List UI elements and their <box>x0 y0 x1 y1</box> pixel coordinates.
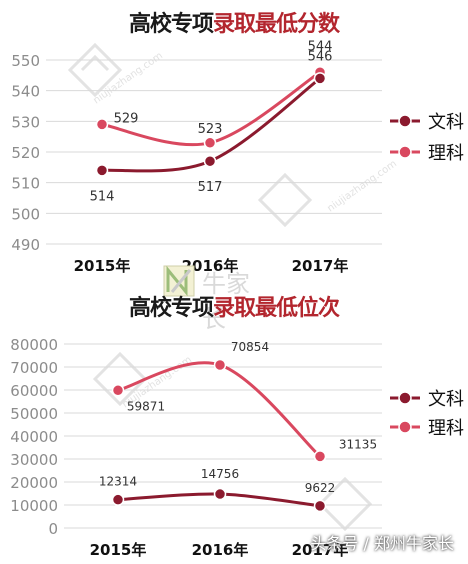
y-tick-label: 60000 <box>10 382 58 400</box>
data-point <box>203 154 217 168</box>
data-point <box>95 118 109 131</box>
x-tick-label: 2015年 <box>90 541 147 559</box>
x-tick-label: 2017年 <box>292 541 349 559</box>
x-axis: 2015年 2016年 2017年 <box>74 257 349 275</box>
data-point <box>111 493 125 506</box>
data-point <box>313 450 327 463</box>
data-point <box>313 72 327 85</box>
data-point <box>203 136 217 150</box>
data-point <box>111 384 125 397</box>
y-tick-label: 50000 <box>10 405 58 423</box>
y-tick-label: 30000 <box>10 451 58 469</box>
legend-marker <box>398 391 412 405</box>
x-tick-label: 2017年 <box>292 257 349 275</box>
y-axis: 80000 70000 60000 50000 40000 30000 20000 10000… <box>10 336 58 538</box>
y-axis: 550 540 530 520 510 500 490 <box>11 52 40 254</box>
watermark: niujiazhang.com niujiazhang.com <box>67 42 399 228</box>
y-tick-label: 500 <box>11 205 40 223</box>
series: 529 523 546 514 517 544 <box>90 39 333 204</box>
legend-label: 文科 <box>428 389 464 410</box>
data-label: 59871 <box>127 399 165 413</box>
legend-marker <box>398 114 412 128</box>
footer-credit: 头条号 / 郑州牛家长 <box>310 534 454 553</box>
y-tick-label: 70000 <box>10 359 58 377</box>
y-tick-label: 80000 <box>10 336 58 354</box>
data-label: 514 <box>90 189 115 204</box>
data-point <box>95 164 109 177</box>
data-point <box>313 499 327 513</box>
score-chart-svg: niujiazhang.com niujiazhang.com 550 540 53… <box>11 39 464 275</box>
score-title-prefix: 高校专项 <box>128 12 214 37</box>
logo: 牛家长 <box>162 262 272 333</box>
watermark-url: niujiazhang.com <box>91 50 165 106</box>
y-tick-label: 530 <box>11 113 40 131</box>
legend-marker <box>398 145 412 159</box>
y-tick-label: 520 <box>11 144 40 162</box>
y-tick-label: 40000 <box>10 428 58 446</box>
y-tick-label: 10000 <box>10 497 58 515</box>
y-tick-label: 20000 <box>10 474 58 492</box>
x-tick-label: 2015年 <box>74 257 131 275</box>
series: 59871 70854 31135 12314 14756 9622 <box>99 340 377 513</box>
rank-chart: 高校专项录取最低位次 niujiazhang.com 80000 70000 600… <box>0 284 468 564</box>
legend-label: 理科 <box>428 143 464 164</box>
rank-title-prefix: 高校专项 <box>128 296 214 321</box>
y-tick-label: 540 <box>11 83 40 101</box>
watermark: niujiazhang.com <box>92 351 373 532</box>
x-tick-label: 2016年 <box>192 541 249 559</box>
grid <box>46 59 382 245</box>
y-tick-label: 550 <box>11 52 40 70</box>
x-tick-label: 2016年 <box>182 257 239 275</box>
legend-label: 文科 <box>428 112 464 133</box>
rank-chart-svg: niujiazhang.com 80000 70000 60000 50000 4000… <box>10 336 464 559</box>
data-label: 529 <box>114 111 139 126</box>
grid <box>64 343 382 529</box>
y-tick-label: 510 <box>11 175 40 193</box>
rank-chart-title: 高校专项录取最低位次 <box>0 290 468 322</box>
data-label: 517 <box>198 180 223 195</box>
x-axis: 2015年 2016年 2017年 <box>90 541 349 559</box>
data-label: 70854 <box>231 340 269 354</box>
data-label: 14756 <box>201 467 239 481</box>
rank-title-suffix: 录取最低位次 <box>213 296 340 321</box>
data-label: 544 <box>308 39 333 54</box>
score-chart: 高校专项录取最低分数 niujiazhang.com niujiazhang.c… <box>0 0 468 280</box>
legend-marker <box>398 420 412 434</box>
data-label: 523 <box>198 122 223 137</box>
data-label: 12314 <box>99 475 137 489</box>
data-label: 9622 <box>305 481 336 495</box>
score-chart-title: 高校专项录取最低分数 <box>0 6 468 38</box>
watermark-url-2: niujiazhang.com <box>325 158 399 214</box>
logo-mark-icon <box>163 265 195 297</box>
logo-text: 牛家长 <box>202 270 250 333</box>
data-label: 31135 <box>339 437 377 451</box>
data-point <box>213 487 227 501</box>
y-tick-label: 490 <box>11 236 40 254</box>
y-tick-label: 0 <box>48 520 58 538</box>
legend-label: 理科 <box>428 418 464 439</box>
score-title-suffix: 录取最低分数 <box>213 12 340 37</box>
data-label: 546 <box>308 49 333 64</box>
data-point <box>213 358 227 372</box>
